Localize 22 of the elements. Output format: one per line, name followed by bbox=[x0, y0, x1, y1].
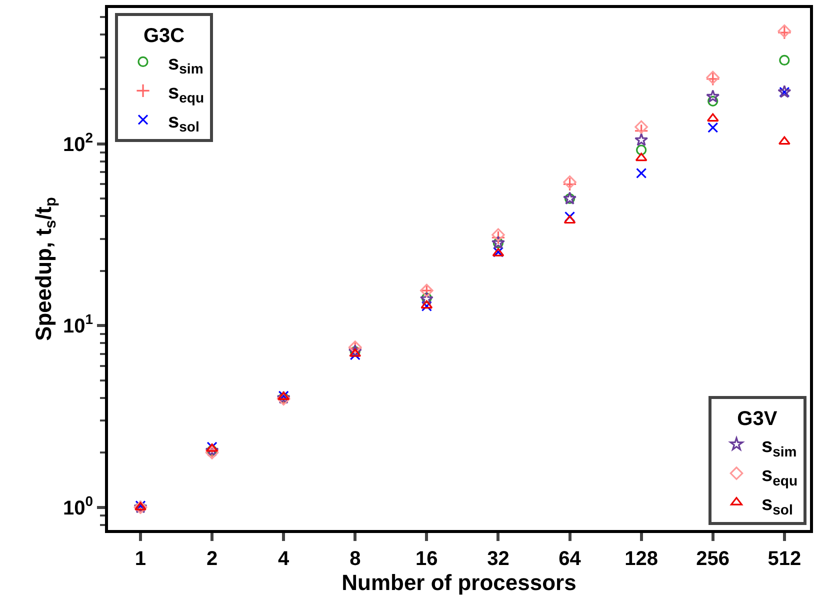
y-tick-label: 10$^{2}$ bbox=[62, 130, 94, 156]
x-tick-label: 2 bbox=[206, 548, 218, 570]
x-tick-label: 256 bbox=[696, 548, 730, 570]
y-tick-label: 10$^{0}$ bbox=[62, 492, 94, 520]
text: G3V bbox=[737, 408, 778, 430]
x-tick-label: 512 bbox=[768, 548, 802, 570]
x-axis-title: Number of processors bbox=[342, 570, 576, 595]
x-tick-label: 128 bbox=[624, 548, 658, 570]
legend-label: s$_{sol}$ bbox=[168, 110, 200, 135]
legend-label: s$_{equ}$ bbox=[761, 464, 798, 488]
legend-label: s$_{sim}$ bbox=[761, 435, 797, 460]
x-tick-label: 8 bbox=[350, 548, 361, 570]
x-tick-label: 64 bbox=[558, 548, 582, 570]
legend-label: s$_{sim}$ bbox=[168, 52, 204, 77]
text: G3C bbox=[143, 25, 185, 48]
x-tick-label: 1 bbox=[134, 548, 146, 570]
y-tick-label: 10$^{1}$ bbox=[62, 311, 94, 338]
legend-label: s$_{equ}$ bbox=[168, 82, 204, 106]
x-tick-label: 4 bbox=[278, 548, 290, 570]
x-tick-label: 32 bbox=[487, 548, 510, 570]
legend-label: s$_{sol}$ bbox=[761, 493, 793, 518]
x-tick-label: 16 bbox=[416, 548, 438, 570]
